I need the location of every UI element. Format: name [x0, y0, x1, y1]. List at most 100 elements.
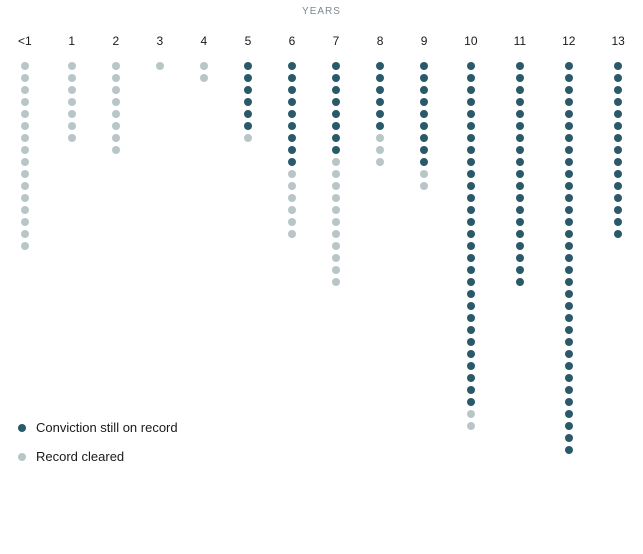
legend-swatch: [18, 453, 26, 461]
dot-on-record: [565, 218, 573, 226]
dot-cleared: [112, 86, 120, 94]
chart-column: 9: [420, 34, 428, 454]
dot-on-record: [244, 98, 252, 106]
dot-on-record: [467, 350, 475, 358]
dot-on-record: [516, 278, 524, 286]
dot-on-record: [565, 266, 573, 274]
dot-on-record: [565, 62, 573, 70]
dot-on-record: [420, 158, 428, 166]
legend-item: Conviction still on record: [18, 420, 178, 435]
chart-column: 2: [112, 34, 120, 454]
dot-cleared: [21, 110, 29, 118]
dot-on-record: [244, 122, 252, 130]
dot-on-record: [332, 110, 340, 118]
dot-cleared: [332, 182, 340, 190]
column-label: 5: [245, 34, 252, 48]
chart-column: 13: [611, 34, 624, 454]
dot-cleared: [332, 170, 340, 178]
dot-on-record: [516, 206, 524, 214]
dot-on-record: [614, 158, 622, 166]
dot-cleared: [244, 134, 252, 142]
dot-on-record: [288, 146, 296, 154]
dot-on-record: [565, 98, 573, 106]
chart-column: 4: [200, 34, 208, 454]
dot-on-record: [467, 62, 475, 70]
dot-on-record: [467, 86, 475, 94]
dot-on-record: [467, 242, 475, 250]
legend-label: Conviction still on record: [36, 420, 178, 435]
column-label: 1: [68, 34, 75, 48]
dot-cleared: [112, 98, 120, 106]
dot-cleared: [376, 158, 384, 166]
dot-on-record: [565, 302, 573, 310]
dot-cleared: [467, 422, 475, 430]
dot-cleared: [332, 194, 340, 202]
dot-on-record: [467, 122, 475, 130]
dot-on-record: [332, 134, 340, 142]
legend-label: Record cleared: [36, 449, 124, 464]
dot-on-record: [467, 98, 475, 106]
dot-on-record: [516, 74, 524, 82]
dot-on-record: [467, 326, 475, 334]
dot-cleared: [21, 218, 29, 226]
dot-on-record: [516, 230, 524, 238]
dot-cleared: [21, 134, 29, 142]
dot-cleared: [332, 242, 340, 250]
dot-cleared: [112, 62, 120, 70]
dot-cleared: [332, 254, 340, 262]
dot-on-record: [614, 230, 622, 238]
dot-on-record: [614, 182, 622, 190]
dot-cleared: [112, 122, 120, 130]
dot-cleared: [112, 146, 120, 154]
dot-stack: [420, 62, 428, 190]
dot-on-record: [288, 74, 296, 82]
dot-on-record: [288, 158, 296, 166]
dot-on-record: [420, 110, 428, 118]
dot-on-record: [420, 122, 428, 130]
dot-on-record: [516, 218, 524, 226]
chart-column: 6: [288, 34, 296, 454]
dot-cleared: [21, 230, 29, 238]
dot-on-record: [467, 362, 475, 370]
dot-on-record: [376, 74, 384, 82]
dot-cleared: [21, 242, 29, 250]
dot-on-record: [565, 398, 573, 406]
dot-on-record: [244, 74, 252, 82]
dot-cleared: [68, 110, 76, 118]
dot-cleared: [288, 206, 296, 214]
chart-column: 12: [562, 34, 575, 454]
dot-on-record: [565, 122, 573, 130]
dot-cleared: [420, 182, 428, 190]
dot-cleared: [156, 62, 164, 70]
dot-on-record: [516, 194, 524, 202]
dot-on-record: [565, 254, 573, 262]
dot-on-record: [516, 158, 524, 166]
dot-on-record: [467, 182, 475, 190]
dot-on-record: [565, 230, 573, 238]
dot-cleared: [21, 62, 29, 70]
dot-cleared: [332, 158, 340, 166]
dot-on-record: [565, 206, 573, 214]
dot-cleared: [288, 170, 296, 178]
dot-on-record: [467, 398, 475, 406]
dot-stack: [200, 62, 208, 82]
dot-stack: [68, 62, 76, 142]
dot-cleared: [21, 158, 29, 166]
dot-on-record: [467, 74, 475, 82]
dot-on-record: [516, 110, 524, 118]
dot-on-record: [614, 62, 622, 70]
dot-on-record: [467, 230, 475, 238]
dot-cleared: [68, 134, 76, 142]
chart-column: 8: [376, 34, 384, 454]
dot-on-record: [565, 278, 573, 286]
dot-on-record: [565, 242, 573, 250]
dot-on-record: [467, 194, 475, 202]
dot-on-record: [467, 110, 475, 118]
dot-on-record: [332, 98, 340, 106]
dot-on-record: [467, 374, 475, 382]
dot-on-record: [376, 86, 384, 94]
dot-stack: [614, 62, 622, 238]
dot-cleared: [21, 74, 29, 82]
dot-cleared: [21, 170, 29, 178]
dot-cleared: [68, 62, 76, 70]
